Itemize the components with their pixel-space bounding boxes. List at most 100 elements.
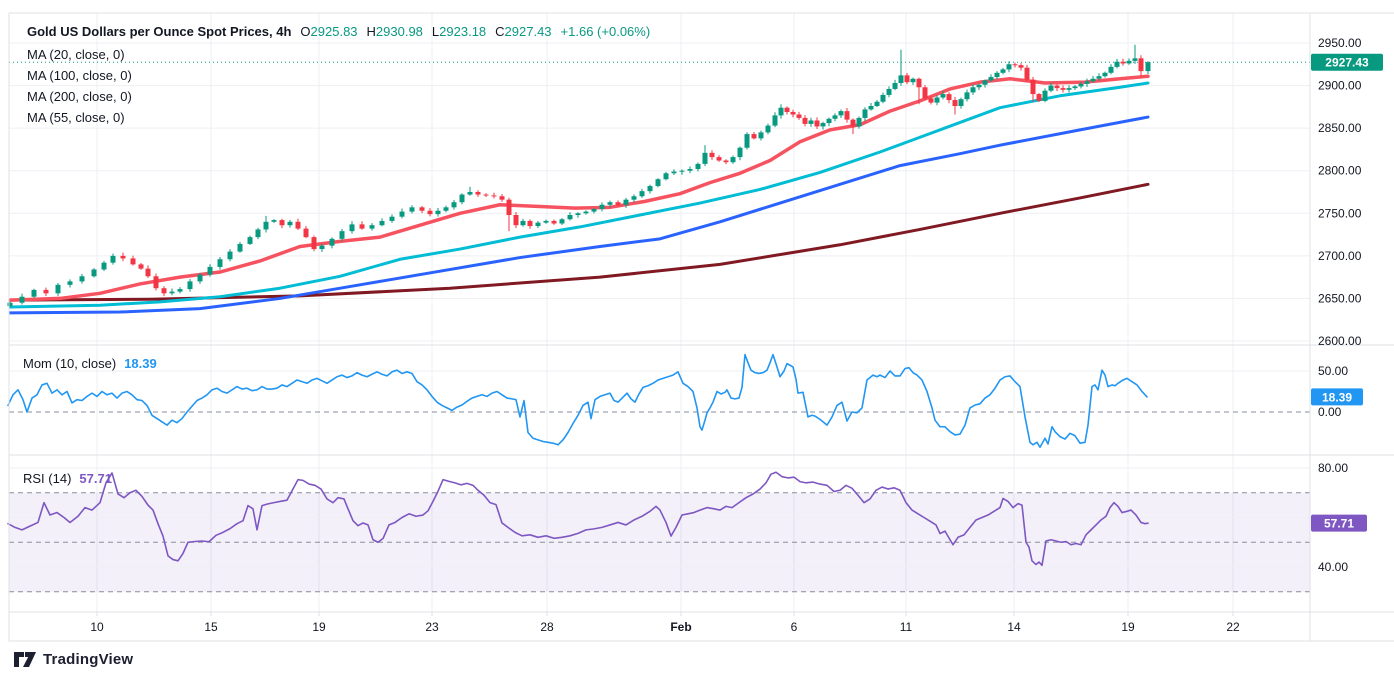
candle (796, 114, 802, 118)
candle (43, 289, 49, 294)
candle (559, 219, 565, 224)
candle (820, 123, 826, 127)
candle (443, 207, 449, 211)
candle (101, 262, 107, 270)
candle (177, 289, 183, 292)
candle (1060, 88, 1066, 90)
candle (946, 94, 952, 101)
candle (988, 77, 994, 81)
candle (874, 101, 880, 107)
svg-text:28: 28 (540, 620, 554, 634)
momentum-legend[interactable]: Mom (10, close) 18.39 (23, 356, 157, 371)
candle (329, 238, 335, 246)
candle (271, 220, 277, 222)
candle (91, 269, 97, 277)
momentum-badge: 18.39 (1311, 388, 1363, 406)
candle (702, 152, 708, 164)
candle (467, 192, 473, 195)
candle (631, 196, 637, 200)
candle (679, 170, 685, 172)
candle (247, 237, 253, 244)
candle (145, 268, 151, 277)
svg-text:2800.00: 2800.00 (1318, 164, 1362, 178)
rsi-line (7, 471, 1149, 567)
candle (419, 207, 425, 211)
candle (802, 117, 808, 124)
candle (892, 83, 898, 89)
candle (255, 229, 261, 238)
candle (535, 222, 541, 227)
svg-text:15: 15 (204, 620, 218, 634)
candle (207, 266, 213, 275)
candle (263, 221, 269, 230)
candle (319, 245, 325, 250)
candle (1090, 78, 1096, 82)
svg-text:Feb: Feb (670, 620, 691, 634)
ma-legend-200[interactable]: MA (200, close, 0) (27, 89, 132, 104)
candle (520, 220, 526, 226)
candle (826, 118, 832, 124)
candle (567, 214, 573, 220)
candle (7, 302, 13, 307)
tradingview-logo[interactable]: TradingView (14, 650, 133, 669)
candle (687, 169, 693, 171)
candle (287, 221, 293, 226)
candle (1145, 62, 1151, 72)
candle (1120, 61, 1126, 64)
svg-text:23: 23 (425, 620, 439, 634)
candle (856, 117, 862, 127)
svg-text:19: 19 (1121, 620, 1135, 634)
candle (832, 115, 838, 119)
candle (976, 84, 982, 88)
candle (311, 237, 317, 250)
candle (543, 220, 549, 223)
candle (758, 132, 764, 139)
candle (187, 281, 193, 290)
candle (130, 258, 136, 265)
candle (1024, 67, 1030, 80)
candle (1072, 86, 1078, 89)
change-text: +1.66 (+0.06%) (560, 24, 651, 39)
ma-legend-100[interactable]: MA (100, close, 0) (27, 68, 132, 83)
candle (671, 171, 677, 174)
rsi-legend[interactable]: RSI (14) 57.71 (23, 471, 112, 486)
ma-legend-20[interactable]: MA (20, close, 0) (27, 47, 125, 62)
candle (217, 259, 223, 267)
svg-text:2900.00: 2900.00 (1318, 79, 1362, 93)
candle (1000, 69, 1006, 73)
candle (695, 163, 701, 170)
svg-text:2750.00: 2750.00 (1318, 206, 1362, 220)
candle (814, 120, 820, 127)
candle (982, 80, 988, 85)
svg-text:0.00: 0.00 (1318, 405, 1342, 419)
ma-legend-55[interactable]: MA (55, close, 0) (27, 110, 125, 125)
candle (1114, 61, 1120, 67)
ohlc-close: C2927.43 (495, 24, 552, 39)
candle (527, 220, 533, 227)
ohlc-high: H2930.98 (366, 24, 423, 39)
candle (928, 98, 934, 103)
pane-separators (8, 12, 1394, 642)
svg-text:2927.43: 2927.43 (1325, 56, 1369, 70)
time-axis[interactable]: 10 15 19 23 28 Feb 6 11 14 19 22 (90, 612, 1240, 634)
ma-line-200 (8, 182, 1150, 302)
price-axis[interactable]: 2950.00 2900.00 2850.00 2800.00 2750.00 2700.… (1318, 36, 1362, 348)
candle (1006, 64, 1012, 70)
svg-text:14: 14 (1007, 620, 1021, 634)
candle (599, 204, 605, 210)
momentum-axis[interactable]: 50.00 0.00 (1318, 364, 1348, 419)
svg-text:19: 19 (312, 620, 326, 634)
ohlc-low: L2923.18 (431, 24, 487, 39)
rsi-axis[interactable]: 80.00 40.00 (1318, 461, 1348, 574)
candle (1084, 81, 1090, 84)
candle (898, 75, 904, 84)
candle (1108, 66, 1114, 73)
candle (730, 157, 736, 163)
candle (369, 225, 375, 229)
candle (958, 99, 964, 107)
candle (169, 291, 175, 294)
candle (716, 157, 722, 161)
svg-text:80.00: 80.00 (1318, 461, 1348, 475)
ma-line-100 (8, 115, 1150, 315)
